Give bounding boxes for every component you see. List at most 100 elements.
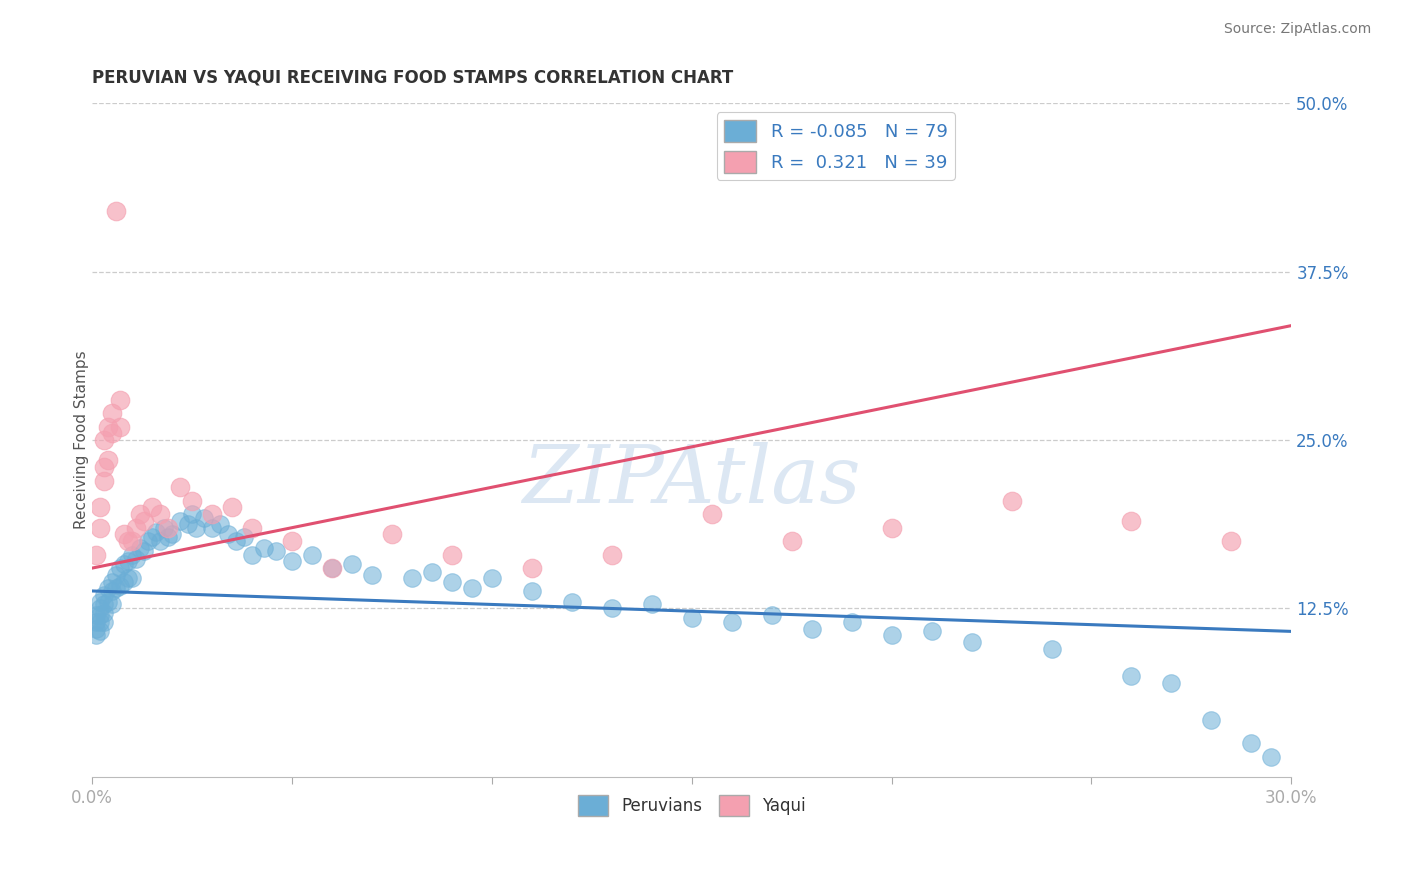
Point — [240, 521, 263, 535]
Point — [561, 595, 583, 609]
Point — [1201, 714, 1223, 728]
Point — [125, 521, 148, 535]
Point — [321, 561, 343, 575]
Point — [193, 511, 215, 525]
Point — [101, 406, 124, 420]
Point — [440, 574, 463, 589]
Point — [112, 574, 135, 589]
Point — [89, 595, 111, 609]
Point — [84, 628, 107, 642]
Legend: Peruvians, Yaqui: Peruvians, Yaqui — [571, 789, 813, 822]
Point — [117, 534, 139, 549]
Point — [160, 527, 183, 541]
Point — [157, 521, 180, 535]
Point — [101, 574, 124, 589]
Point — [381, 527, 404, 541]
Point — [101, 426, 124, 441]
Point — [149, 507, 172, 521]
Point — [233, 530, 256, 544]
Point — [93, 474, 115, 488]
Point — [921, 624, 943, 639]
Point — [121, 570, 143, 584]
Point — [93, 433, 115, 447]
Point — [420, 565, 443, 579]
Point — [481, 570, 503, 584]
Point — [97, 453, 120, 467]
Point — [1220, 534, 1243, 549]
Point — [101, 598, 124, 612]
Point — [134, 543, 156, 558]
Point — [264, 543, 287, 558]
Point — [84, 608, 107, 623]
Point — [141, 500, 163, 515]
Point — [93, 588, 115, 602]
Point — [841, 615, 863, 629]
Point — [761, 608, 783, 623]
Point — [641, 598, 664, 612]
Point — [681, 611, 703, 625]
Point — [108, 419, 131, 434]
Point — [221, 500, 243, 515]
Point — [97, 595, 120, 609]
Point — [253, 541, 276, 555]
Point — [281, 534, 304, 549]
Point — [281, 554, 304, 568]
Point — [89, 608, 111, 623]
Point — [97, 582, 120, 596]
Point — [720, 615, 742, 629]
Point — [520, 584, 543, 599]
Point — [225, 534, 247, 549]
Point — [520, 561, 543, 575]
Point — [240, 548, 263, 562]
Point — [1121, 514, 1143, 528]
Point — [93, 460, 115, 475]
Point — [169, 480, 191, 494]
Y-axis label: Receiving Food Stamps: Receiving Food Stamps — [73, 351, 89, 530]
Point — [1160, 675, 1182, 690]
Point — [112, 557, 135, 571]
Point — [800, 622, 823, 636]
Point — [84, 622, 107, 636]
Point — [177, 516, 200, 531]
Point — [181, 493, 204, 508]
Point — [153, 521, 176, 535]
Point — [105, 582, 128, 596]
Point — [401, 570, 423, 584]
Point — [129, 541, 152, 555]
Point — [184, 521, 207, 535]
Point — [301, 548, 323, 562]
Point — [108, 392, 131, 407]
Point — [217, 527, 239, 541]
Point — [209, 516, 232, 531]
Point — [112, 527, 135, 541]
Point — [117, 570, 139, 584]
Point — [880, 628, 903, 642]
Point — [201, 521, 224, 535]
Point — [960, 635, 983, 649]
Point — [600, 548, 623, 562]
Point — [780, 534, 803, 549]
Point — [84, 548, 107, 562]
Text: ZIPAtlas: ZIPAtlas — [523, 442, 860, 519]
Text: PERUVIAN VS YAQUI RECEIVING FOOD STAMPS CORRELATION CHART: PERUVIAN VS YAQUI RECEIVING FOOD STAMPS … — [93, 69, 734, 87]
Point — [157, 530, 180, 544]
Point — [1260, 749, 1282, 764]
Point — [169, 514, 191, 528]
Point — [121, 534, 143, 549]
Point — [700, 507, 723, 521]
Point — [461, 582, 484, 596]
Point — [600, 601, 623, 615]
Point — [181, 507, 204, 521]
Point — [93, 606, 115, 620]
Point — [125, 551, 148, 566]
Point — [136, 534, 159, 549]
Point — [880, 521, 903, 535]
Point — [89, 624, 111, 639]
Point — [105, 204, 128, 219]
Point — [93, 598, 115, 612]
Point — [440, 548, 463, 562]
Point — [84, 615, 107, 629]
Point — [108, 561, 131, 575]
Point — [340, 557, 363, 571]
Point — [89, 500, 111, 515]
